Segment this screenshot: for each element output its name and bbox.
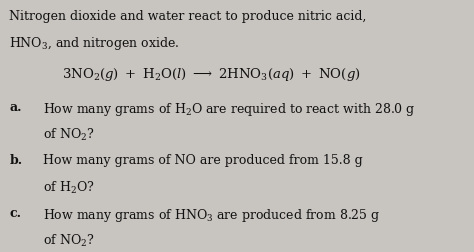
Text: How many grams of NO are produced from 15.8 g: How many grams of NO are produced from 1… [43,154,363,167]
Text: How many grams of H$_2$O are required to react with 28.0 g: How many grams of H$_2$O are required to… [43,101,415,118]
Text: a.: a. [9,101,22,114]
Text: b.: b. [9,154,23,167]
Text: of H$_2$O?: of H$_2$O? [43,179,94,195]
Text: of NO$_2$?: of NO$_2$? [43,232,94,248]
Text: c.: c. [9,207,21,219]
Text: of NO$_2$?: of NO$_2$? [43,126,94,142]
Text: HNO$_3$, and nitrogen oxide.: HNO$_3$, and nitrogen oxide. [9,35,180,52]
Text: How many grams of HNO$_3$ are produced from 8.25 g: How many grams of HNO$_3$ are produced f… [43,207,380,224]
Text: $3\mathrm{NO}_2(g)\ +\ \mathrm{H}_2\mathrm{O}(l)\ \longrightarrow\ 2\mathrm{HNO}: $3\mathrm{NO}_2(g)\ +\ \mathrm{H}_2\math… [62,66,360,82]
Text: Nitrogen dioxide and water react to produce nitric acid,: Nitrogen dioxide and water react to prod… [9,10,367,23]
